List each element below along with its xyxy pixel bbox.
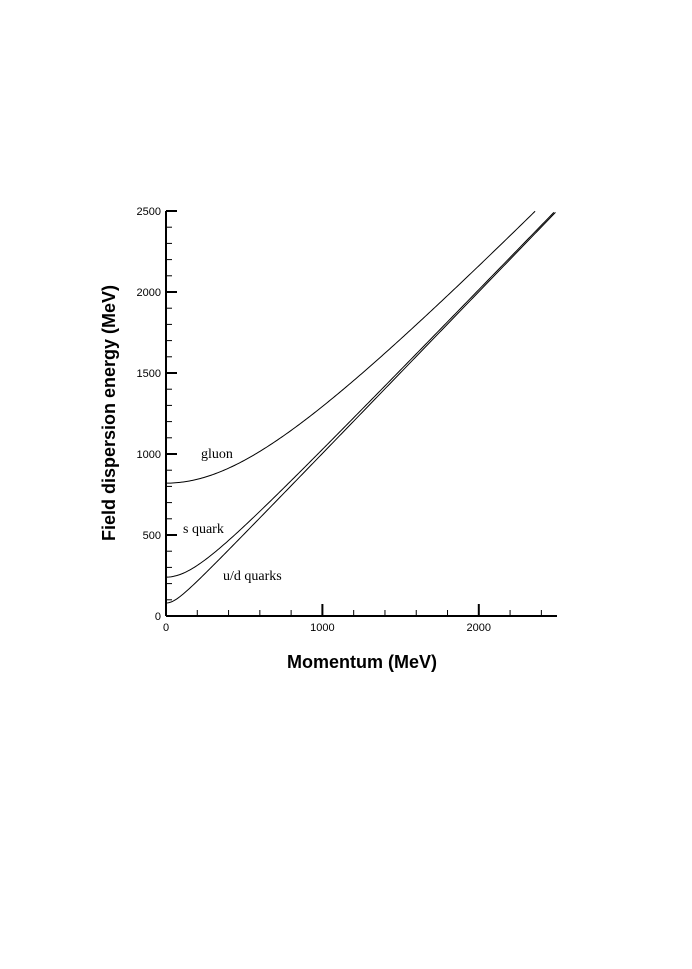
x-axis-title: Momentum (MeV)	[287, 652, 437, 672]
y-tick-label: 1500	[137, 368, 161, 380]
curves-layer	[165, 210, 556, 604]
series-label-ud-quarks: u/d quarks	[223, 569, 282, 584]
y-tick-label: 1000	[137, 449, 161, 461]
y-tick-label: 2500	[137, 206, 161, 218]
x-tick-label: 0	[163, 622, 169, 634]
series-line-u-d-quarks	[165, 212, 556, 604]
ticks-layer: 0 500 1000 1500 2000 2500 0 1000 2000	[137, 206, 542, 634]
y-axis-title: Field dispersion energy (MeV)	[99, 285, 119, 541]
y-tick-label: 0	[155, 611, 161, 623]
x-tick-label: 2000	[467, 622, 491, 634]
y-tick-label: 500	[143, 530, 161, 542]
series-label-gluon: gluon	[201, 447, 233, 462]
y-tick-label: 2000	[137, 287, 161, 299]
x-tick-label: 1000	[310, 622, 334, 634]
series-label-s-quark: s quark	[183, 522, 224, 537]
series-line-s-quark	[165, 212, 555, 578]
series-line-gluon	[165, 210, 536, 484]
